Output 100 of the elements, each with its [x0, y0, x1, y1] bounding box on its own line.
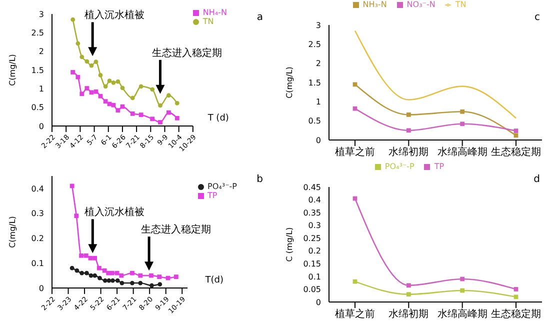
point — [76, 41, 80, 46]
text: c — [534, 12, 540, 23]
legend-label: NH₄-N — [202, 8, 227, 17]
y-tick-label: 0 — [316, 298, 321, 307]
y-axis-title: C(mg/L) — [284, 66, 294, 98]
point — [460, 109, 465, 114]
point — [158, 120, 162, 124]
point — [120, 280, 124, 286]
point — [138, 112, 144, 117]
y-axis-title: C(mg/L) — [8, 216, 17, 248]
point — [110, 278, 115, 283]
legend-label: TN — [455, 0, 466, 9]
annotation: 生态进入稳定期 — [141, 224, 212, 236]
point — [138, 273, 143, 278]
legend-label: TP — [434, 162, 444, 171]
point — [130, 111, 135, 116]
point — [406, 283, 411, 288]
y-tick-label: 1.5 — [308, 78, 321, 88]
text: b — [256, 174, 263, 185]
x-axis-title: T(d) — [204, 275, 224, 286]
point — [79, 253, 84, 258]
point — [115, 278, 120, 283]
y-tick-label: 0 — [316, 136, 321, 145]
point — [102, 268, 107, 273]
legend-label: NH₃-N — [362, 0, 387, 9]
legend-label: PO₄³⁻-P — [384, 162, 414, 171]
point — [150, 283, 154, 288]
point — [94, 89, 98, 94]
point — [130, 96, 135, 100]
y-tick-label: 0 — [38, 284, 44, 293]
point — [111, 102, 116, 108]
point — [102, 278, 108, 283]
point — [76, 74, 80, 80]
point — [120, 86, 125, 90]
point — [107, 78, 112, 84]
point — [70, 184, 74, 188]
y-tick-label: 0.3 — [308, 221, 321, 230]
point — [84, 270, 89, 276]
point — [157, 274, 162, 279]
y-tick-label: 2 — [38, 47, 44, 56]
y-tick-label: 0.25 — [303, 234, 321, 243]
point — [89, 90, 94, 95]
line-series — [354, 30, 517, 119]
point — [94, 60, 98, 64]
x-tick-label: 生态稳定期 — [491, 146, 541, 158]
y-tick-label: 0.4 — [31, 184, 44, 194]
point — [92, 256, 98, 260]
point — [130, 270, 134, 276]
point — [103, 99, 108, 104]
point — [406, 292, 411, 297]
point — [406, 112, 411, 117]
point — [406, 128, 411, 133]
point — [89, 63, 94, 68]
y-tick-label: 0.05 — [303, 285, 321, 294]
point — [80, 54, 84, 60]
point — [150, 116, 155, 122]
y-tick-label: 0.5 — [31, 103, 44, 112]
y-tick-label: 0.45 — [303, 182, 321, 192]
annotation: 植入沉水植被 — [84, 9, 145, 22]
y-tick-label: 0.5 — [308, 116, 321, 126]
y-tick-label: 0 — [38, 122, 44, 131]
y-tick-label: 0.15 — [303, 260, 321, 269]
y-tick-label: 0.1 — [31, 258, 44, 268]
legend-label: TN — [202, 17, 214, 26]
text: d — [534, 174, 540, 185]
point — [98, 94, 103, 98]
legend-label: TP — [208, 191, 218, 200]
point — [174, 274, 178, 279]
point — [352, 82, 358, 87]
y-tick-label: 1 — [316, 98, 321, 107]
point — [174, 101, 180, 106]
x-tick-label: 水绵高峰期 — [437, 146, 488, 158]
point — [138, 280, 143, 286]
point — [111, 80, 116, 85]
legend-label: PO₄³⁻-P — [208, 182, 237, 191]
point — [116, 79, 120, 84]
point — [514, 133, 518, 138]
point — [88, 256, 93, 260]
y-tick-label: 3 — [316, 20, 321, 30]
y-tick-label: 0.2 — [308, 246, 321, 256]
point — [103, 84, 108, 89]
point — [110, 270, 114, 276]
point — [84, 253, 88, 258]
y-tick-label: 0.1 — [308, 272, 321, 282]
y-tick-label: 0.2 — [31, 234, 44, 244]
y-axis-title: C(mg/L) — [8, 54, 17, 86]
point — [460, 288, 465, 293]
y-tick-label: 0.3 — [31, 209, 44, 218]
y-tick-label: 2 — [316, 59, 321, 68]
x-tick-label: 水绵初期 — [388, 308, 429, 320]
annotation: 植入沉水植被 — [84, 206, 145, 218]
y-tick-label: 1 — [38, 84, 44, 94]
point — [106, 270, 111, 276]
point — [84, 59, 90, 64]
point — [514, 294, 518, 300]
y-tick-label: 2.5 — [31, 28, 44, 38]
x-tick-label: 植草之前 — [335, 308, 375, 320]
y-tick-label: 0.4 — [308, 196, 321, 205]
point — [98, 73, 103, 78]
point — [70, 70, 76, 74]
